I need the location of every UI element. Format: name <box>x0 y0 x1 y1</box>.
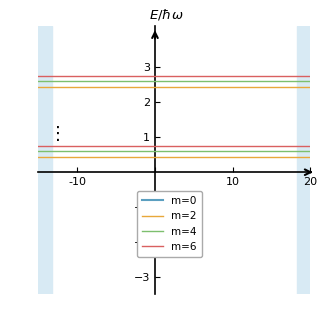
Text: $E/\hbar\omega$: $E/\hbar\omega$ <box>149 7 184 22</box>
Text: $\vdots$: $\vdots$ <box>48 124 60 143</box>
Bar <box>297 26 310 294</box>
Bar <box>38 26 52 294</box>
Legend: m=0, m=2, m=4, m=6: m=0, m=2, m=4, m=6 <box>137 191 202 257</box>
